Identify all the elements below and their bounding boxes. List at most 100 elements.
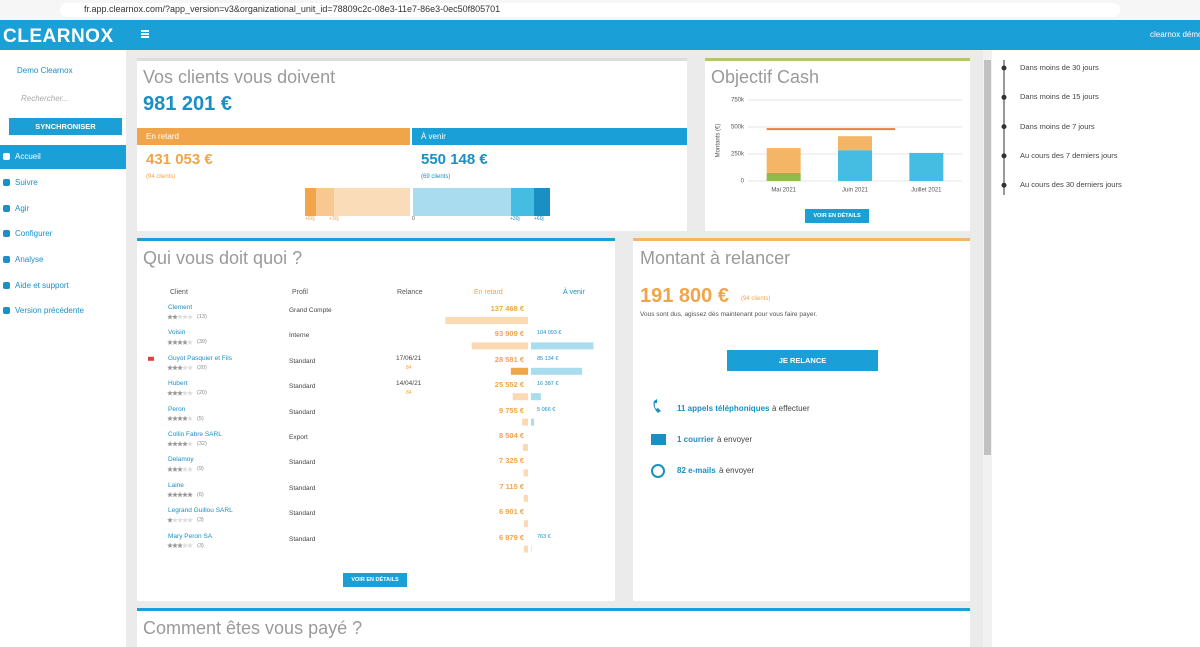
star (177, 314, 183, 320)
upcoming-bar (531, 367, 583, 375)
menu-icon[interactable] (141, 30, 149, 32)
client-name[interactable]: Voisin (168, 329, 186, 337)
star (177, 339, 183, 345)
nav-item[interactable]: Accueil (15, 152, 41, 161)
client-name[interactable]: Collin Fabre SARL (168, 431, 222, 438)
aging-bar (305, 188, 316, 216)
late-bar (471, 342, 528, 350)
upcoming-amount: 550 148 € (421, 151, 488, 168)
nav-item[interactable]: Agir (15, 204, 30, 213)
star (182, 441, 188, 447)
nav-item[interactable]: Version précédente (15, 306, 84, 315)
star (182, 466, 188, 472)
relance-date: 14/04/21 (396, 380, 422, 388)
star (167, 364, 173, 371)
phone-icon (653, 399, 661, 413)
upcoming-amount: 16 387 € (537, 381, 559, 388)
star (177, 415, 183, 422)
star (167, 517, 173, 523)
stars (167, 364, 193, 371)
review-count: (20) (197, 390, 207, 397)
client-name[interactable]: Laine (168, 481, 184, 489)
review-count: (39) (197, 339, 207, 346)
user[interactable]: clearnox démo (1150, 30, 1200, 39)
nav-icon (3, 153, 10, 160)
client-name[interactable]: Peron (168, 405, 186, 413)
star (187, 339, 193, 345)
late-amount: 6 901 € (498, 507, 524, 517)
column-header: Relance (397, 289, 423, 296)
upcoming-bar (531, 342, 594, 350)
star (177, 441, 183, 447)
action-strong[interactable]: 82 e-mails (677, 466, 716, 475)
nav-item[interactable]: Suivre (15, 178, 38, 187)
column-header: Profil (292, 289, 308, 296)
aging-label: +30j (510, 216, 520, 222)
header (0, 20, 1200, 50)
client-name[interactable]: Hubert (168, 380, 188, 388)
star (172, 364, 178, 371)
nav-item[interactable]: Aide et support (15, 281, 69, 290)
y-axis-label: Montants (€) (716, 124, 722, 158)
aging-label: 0 (412, 216, 415, 222)
late-amount: 25 552 € (494, 380, 524, 390)
org-select[interactable]: Demo Clearnox (17, 66, 73, 75)
at-icon (651, 464, 665, 478)
aging-bar (316, 188, 334, 216)
relance-button[interactable]: JE RELANCE (727, 350, 878, 371)
upcoming-bar (531, 418, 535, 426)
details-button[interactable]: VOIR EN DÉTAILS (805, 209, 869, 223)
aging-bar (334, 188, 410, 216)
late-amount: 6 879 € (498, 532, 524, 542)
cash-card (705, 58, 970, 231)
star (172, 441, 178, 447)
stars (167, 491, 193, 498)
action-strong[interactable]: 11 appels téléphoniques (677, 404, 770, 413)
client-name[interactable]: Mary Peron SA (168, 532, 213, 540)
timeline-item: Au cours des 7 derniers jours (1020, 150, 1118, 160)
late-band (137, 128, 410, 145)
column-header: En retard (474, 289, 503, 296)
client-name[interactable]: Delamoy (168, 456, 194, 464)
late-amount: 9 755 € (498, 405, 524, 415)
client-name[interactable]: Guyot Pasquier et Fils (168, 354, 232, 362)
star (187, 314, 193, 320)
aging-bar (511, 188, 534, 216)
star (167, 441, 173, 447)
x-tick-label: Juin 2021 (842, 188, 869, 194)
nav-item[interactable]: Analyse (15, 255, 44, 264)
nav-icon (3, 179, 10, 186)
nav-icon (3, 256, 10, 263)
column-header: Client (170, 289, 188, 296)
review-count: (9) (197, 466, 204, 473)
details-button[interactable]: VOIR EN DÉTAILS (343, 573, 407, 587)
relance-note: 84 (406, 364, 412, 371)
action-strong[interactable]: 1 courrier (677, 435, 714, 444)
upcoming-amount: 104 093 € (537, 330, 562, 337)
sync-button[interactable]: SYNCHRONISER (9, 118, 122, 135)
relance-count: (94 clients) (741, 296, 771, 302)
star (172, 390, 178, 396)
bar (766, 172, 801, 181)
y-tick-label: 750k (731, 98, 745, 104)
address-bar[interactable] (60, 3, 1120, 17)
relance-text: Vous sont dus, agissez dès maintenant po… (640, 311, 818, 318)
profile: Standard (289, 383, 316, 391)
card-title: Qui vous doit quoi ? (143, 248, 303, 268)
upcoming-amount: 5 066 € (537, 406, 556, 413)
client-name[interactable]: Legrand Guillou SARL (168, 507, 233, 515)
star (182, 517, 188, 523)
client-name[interactable]: Clement (168, 304, 193, 311)
star (187, 441, 193, 447)
profile: Interne (289, 332, 310, 340)
aging-bar (413, 188, 511, 216)
star (182, 364, 188, 371)
scrollbar (983, 50, 992, 647)
upcoming-label: À venir (421, 132, 446, 141)
x-tick-label: Mai 2021 (771, 188, 796, 194)
search[interactable]: Rechercher... (21, 94, 69, 103)
upcoming-amount: 85 134 € (537, 355, 559, 362)
x-tick-label: Juillet 2021 (911, 188, 942, 194)
star (187, 466, 193, 472)
nav-item[interactable]: Configurer (15, 229, 53, 238)
